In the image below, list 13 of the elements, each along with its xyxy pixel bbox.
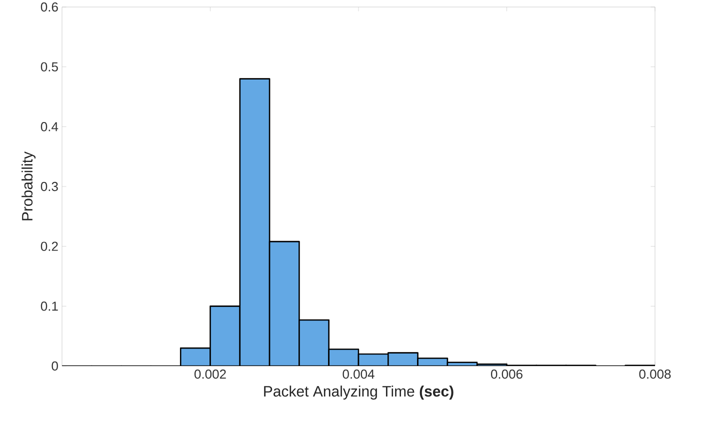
x-axis-title: Packet Analyzing Time (sec) [264, 386, 454, 400]
y-axis-title: Probability [22, 152, 36, 220]
x-tick-label: 0.002 [194, 370, 226, 379]
y-tick-label: 0.6 [40, 2, 58, 12]
x-tick-label: 0.004 [342, 370, 374, 379]
x-tick-label: 0.008 [639, 370, 671, 379]
y-tick-label: 0.1 [40, 302, 58, 311]
y-tick-label: 0.5 [40, 62, 58, 72]
y-tick-label: 0.3 [40, 182, 58, 192]
y-tick-label: 0.2 [40, 242, 58, 251]
y-tick-label: 0 [52, 361, 58, 371]
x-tick-label: 0.006 [490, 370, 522, 379]
y-tick-label: 0.4 [40, 122, 58, 132]
